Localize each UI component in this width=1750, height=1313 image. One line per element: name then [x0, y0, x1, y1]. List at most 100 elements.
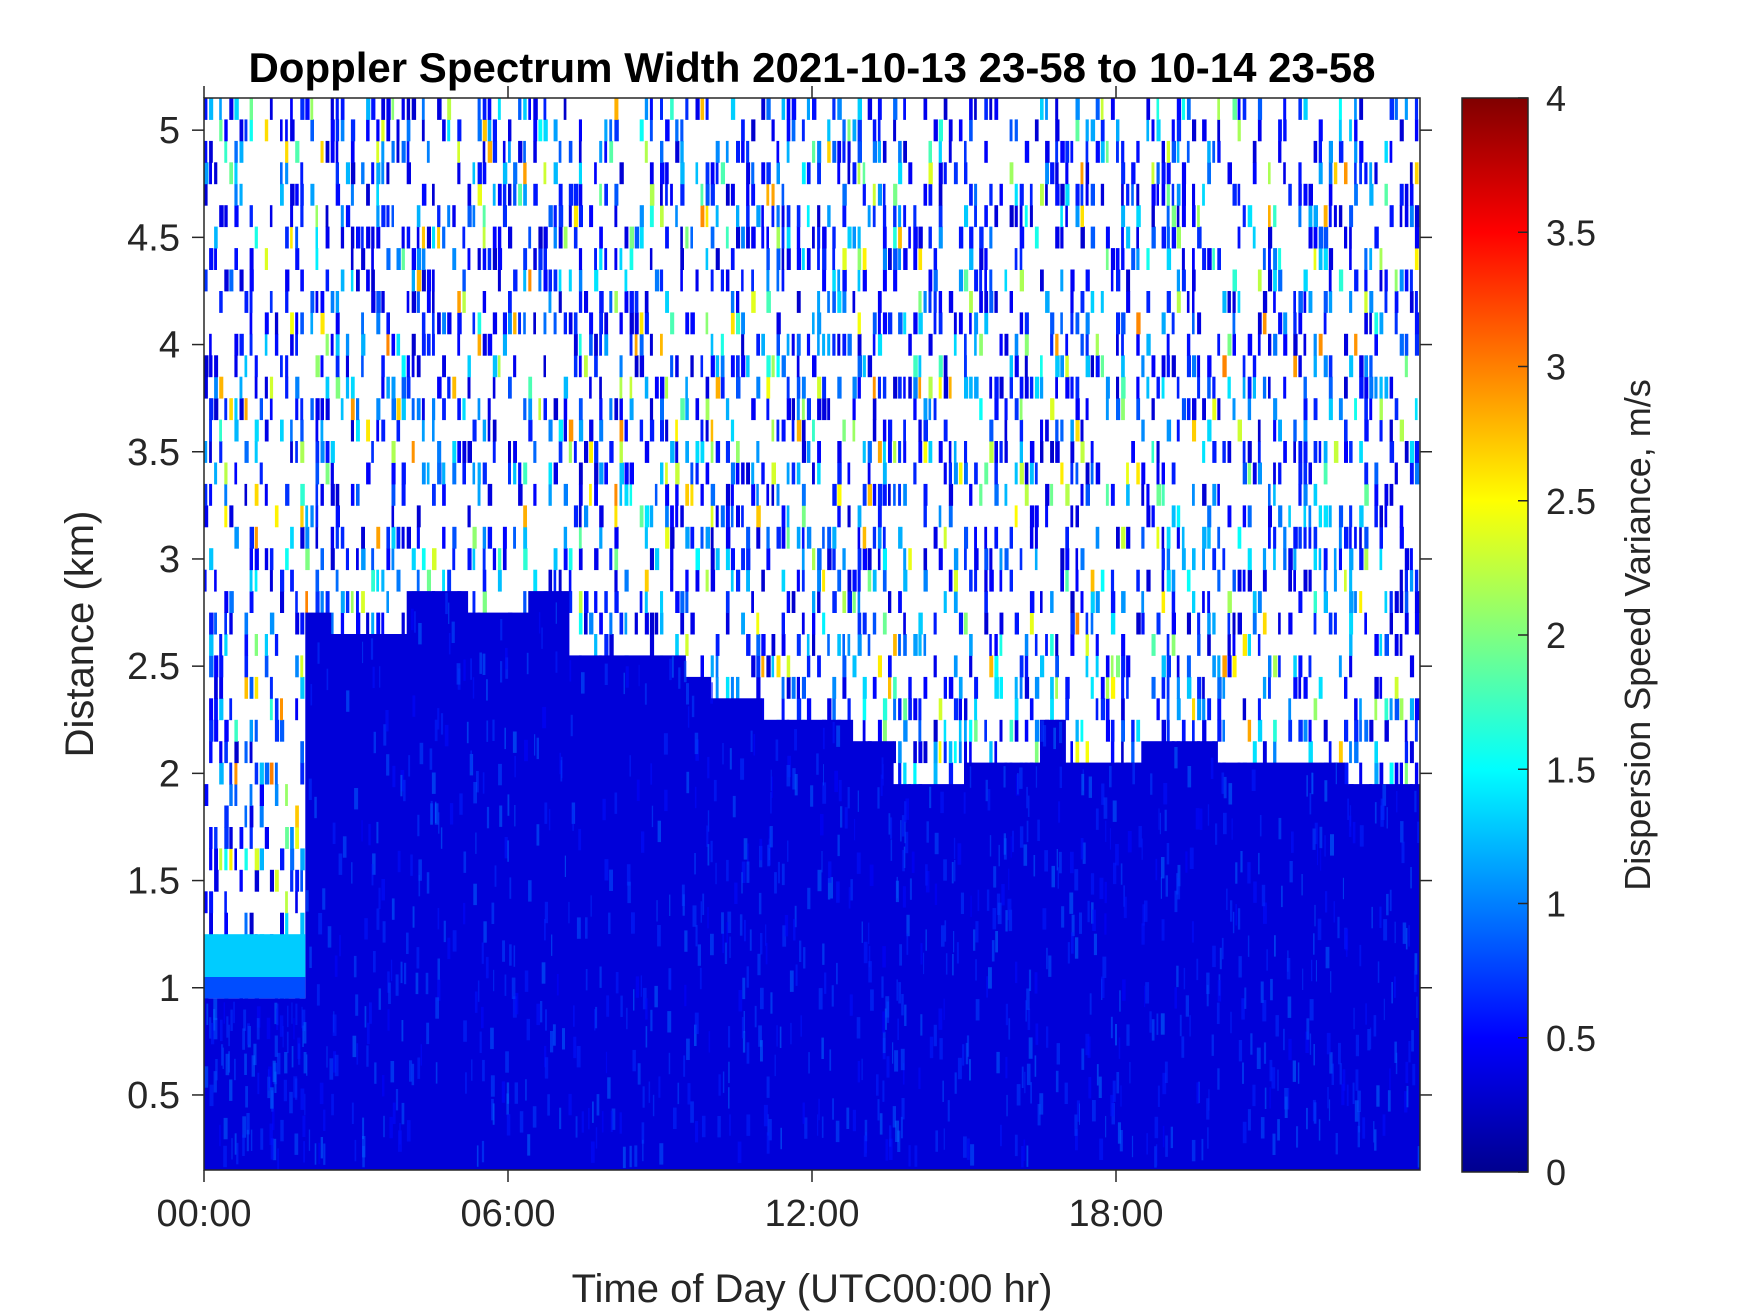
boundary-layer-cell [1144, 900, 1148, 922]
noise-strip [1273, 526, 1277, 549]
noise-strip [882, 569, 887, 592]
boundary-layer-cell [673, 1107, 677, 1129]
noise-strip [381, 419, 386, 442]
noise-strip [1004, 441, 1008, 463]
noise-strip [1247, 333, 1253, 356]
boundary-layer-cell [710, 933, 714, 956]
boundary-layer-cell [604, 859, 609, 881]
noise-strip [508, 462, 511, 485]
boundary-layer-cell [1085, 1033, 1090, 1056]
noise-strip [1192, 312, 1195, 335]
noise-strip [1298, 676, 1302, 699]
noise-strip [908, 676, 912, 699]
noise-strip [806, 162, 811, 185]
colorbar-tick-label: 4 [1546, 78, 1566, 119]
noise-strip [416, 398, 421, 421]
noise-strip [325, 398, 330, 421]
boundary-layer-cell [966, 1035, 970, 1057]
noise-strip [533, 312, 536, 335]
boundary-layer-cell [1181, 1036, 1185, 1058]
noise-strip [857, 376, 861, 399]
noise-strip [209, 441, 212, 463]
boundary-layer-cell [1291, 831, 1294, 853]
noise-strip [1242, 505, 1247, 528]
noise-strip [1029, 591, 1035, 613]
boundary-layer-cell [821, 1037, 824, 1059]
boundary-layer-cell [1003, 833, 1006, 855]
noise-strip [862, 676, 867, 699]
boundary-layer-cell [304, 1093, 306, 1116]
noise-strip [366, 462, 371, 485]
noise-strip [893, 483, 896, 506]
noise-strip [477, 398, 481, 421]
noise-strip [1409, 698, 1414, 721]
noise-strip [1197, 634, 1201, 656]
noise-strip [599, 140, 603, 163]
noise-strip [817, 548, 822, 571]
noise-strip [1409, 462, 1414, 485]
boundary-layer-cell [1412, 1063, 1416, 1086]
noise-strip [933, 741, 938, 764]
noise-strip [335, 526, 339, 549]
noise-strip [1121, 226, 1124, 249]
noise-strip [1389, 205, 1394, 228]
noise-strip [1181, 548, 1186, 571]
noise-strip [553, 269, 558, 292]
noise-strip [452, 248, 457, 270]
boundary-layer-cell [1305, 1031, 1309, 1053]
noise-strip [736, 569, 741, 592]
boundary-layer-cell [1337, 916, 1340, 939]
noise-strip [943, 376, 949, 399]
noise-strip [1394, 291, 1399, 313]
boundary-layer-cell [1313, 1044, 1315, 1066]
noise-strip [943, 741, 947, 764]
noise-strip [923, 291, 927, 313]
noise-strip [893, 226, 897, 249]
noise-strip [492, 140, 498, 163]
boundary-layer-cell [687, 706, 690, 728]
noise-strip [736, 441, 740, 463]
boundary-layer-cell [746, 861, 750, 883]
noise-strip [629, 398, 634, 421]
noise-strip [280, 119, 283, 142]
boundary-layer-cell [794, 905, 797, 928]
boundary-layer-cell [1122, 979, 1126, 1001]
noise-strip [239, 183, 243, 206]
noise-strip [1176, 655, 1180, 678]
noise-strip [639, 591, 643, 613]
noise-strip [700, 183, 704, 206]
noise-strip [1121, 333, 1124, 356]
noise-strip [340, 591, 345, 613]
noise-strip [310, 98, 314, 120]
noise-strip [872, 419, 877, 442]
noise-strip [229, 162, 233, 185]
boundary-layer-cell [1079, 912, 1082, 934]
noise-strip [969, 226, 974, 249]
noise-strip [426, 333, 431, 356]
noise-strip [857, 119, 862, 142]
noise-strip [249, 741, 253, 764]
noise-strip [710, 355, 715, 378]
noise-strip [969, 483, 973, 506]
noise-strip [1116, 333, 1119, 356]
noise-strip [852, 376, 857, 399]
noise-strip [1156, 376, 1160, 399]
boundary-layer-cell [456, 663, 461, 685]
boundary-layer-cell [560, 756, 563, 779]
noise-strip [361, 312, 364, 335]
noise-strip [573, 205, 579, 228]
noise-strip [634, 312, 639, 335]
boundary-layer-cell [1287, 1088, 1290, 1110]
boundary-layer-cell [1196, 958, 1199, 981]
noise-strip [553, 398, 559, 421]
noise-strip [928, 398, 932, 421]
noise-strip [416, 248, 422, 270]
boundary-layer-cell [555, 602, 557, 624]
noise-strip [1252, 591, 1257, 613]
noise-strip [214, 719, 219, 742]
boundary-layer-cell [781, 863, 785, 886]
noise-strip [502, 526, 507, 549]
boundary-layer-cell [362, 641, 364, 664]
noise-strip [1151, 119, 1155, 142]
noise-strip [649, 119, 653, 142]
